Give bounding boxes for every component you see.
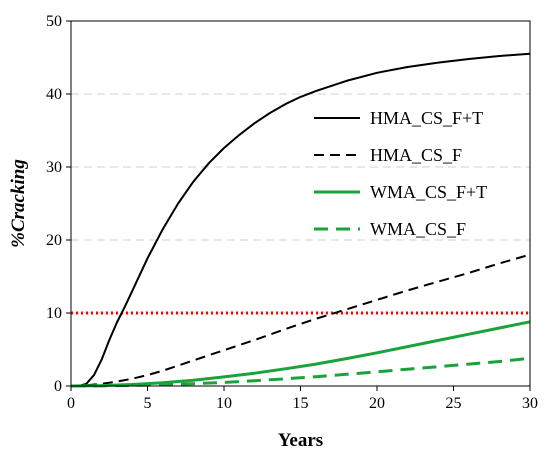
x-tick-label-0: 0 — [67, 395, 75, 412]
legend-label-2: WMA_CS_F+T — [370, 182, 487, 202]
x-tick-label-2: 10 — [216, 395, 232, 412]
x-tick-label-3: 15 — [293, 395, 309, 412]
series-line-1 — [70, 253, 531, 387]
legend-label-0: HMA_CS_F+T — [370, 108, 483, 128]
y-tick-label-5: 50 — [46, 13, 62, 30]
x-tick-label-4: 20 — [369, 395, 385, 412]
y-axis-ticks: 0 10 20 30 40 50 — [46, 13, 71, 395]
x-axis-ticks: 0 5 10 15 20 25 30 — [67, 386, 538, 412]
y-axis-title: %Cracking — [8, 159, 29, 248]
y-tick-label-3: 30 — [46, 159, 62, 176]
y-tick-label-2: 20 — [46, 232, 62, 249]
legend-label-1: HMA_CS_F — [370, 145, 462, 165]
plot-frame — [70, 20, 531, 387]
x-axis-title: Years — [278, 430, 323, 451]
series-layer — [70, 52, 531, 388]
x-tick-label-5: 25 — [446, 395, 462, 412]
x-tick-label-6: 30 — [522, 395, 538, 412]
y-tick-label-1: 10 — [46, 305, 62, 322]
legend-label-3: WMA_CS_F — [370, 219, 466, 239]
x-tick-label-1: 5 — [144, 395, 152, 412]
y-tick-label-0: 0 — [54, 378, 62, 395]
series-line-3 — [70, 356, 531, 388]
y-tick-label-4: 40 — [46, 86, 62, 103]
legend: HMA_CS_F+T HMA_CS_F WMA_CS_F+T WMA_CS_F — [314, 108, 487, 239]
series-line-0 — [71, 52, 531, 387]
gridlines — [71, 93, 530, 314]
